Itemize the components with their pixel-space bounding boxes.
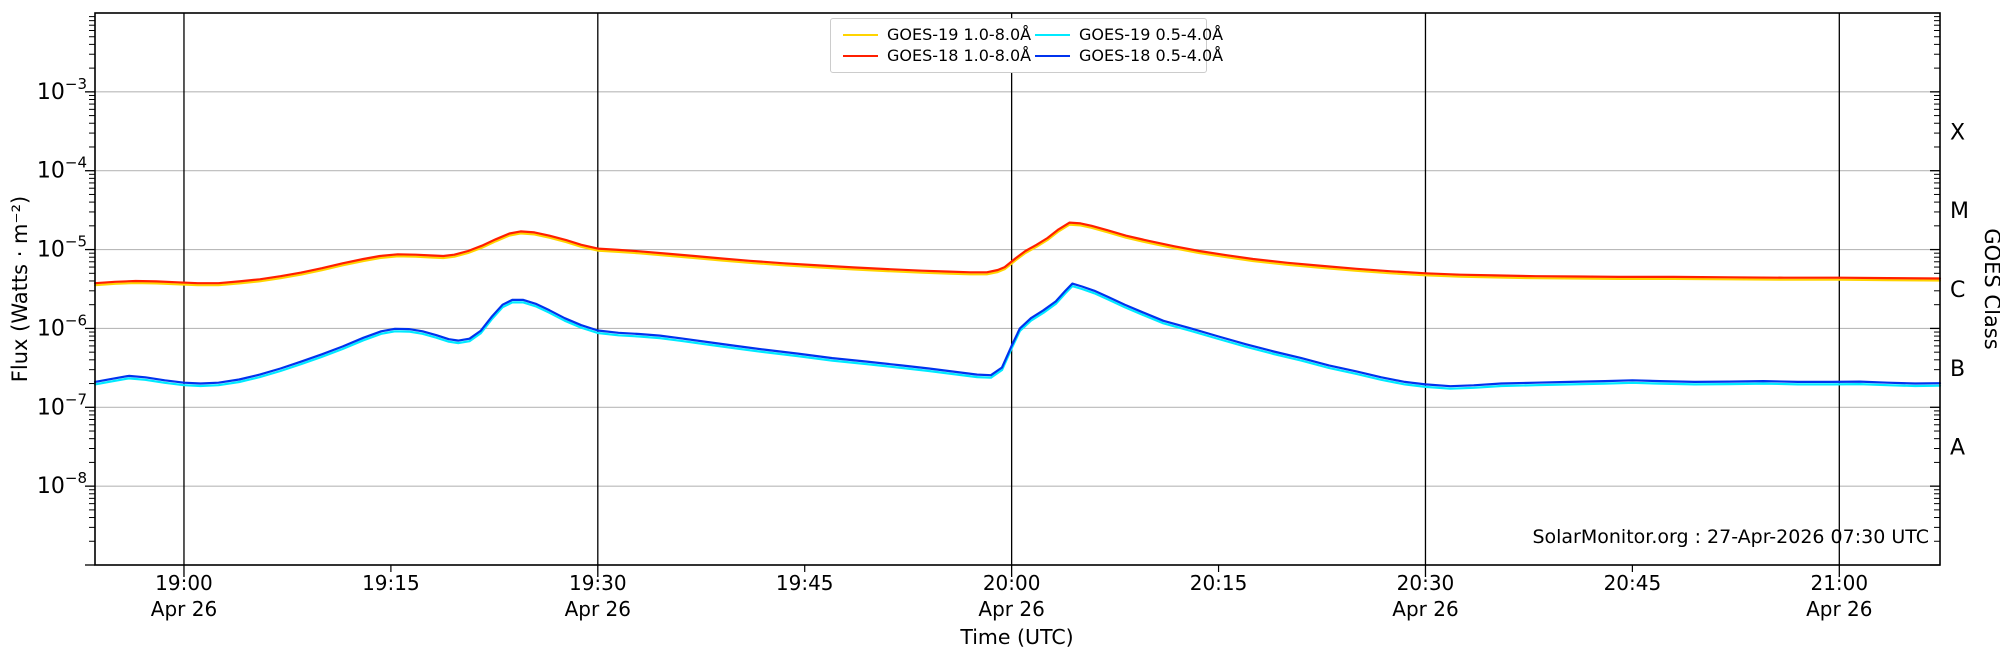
- goes18-long-line-swatch: [843, 55, 878, 58]
- x-tick-date-label: Apr 26: [151, 597, 217, 621]
- x-tick-label: 19:15: [362, 571, 420, 595]
- y-tick-label: 10−5: [37, 233, 87, 263]
- y-tick-label: 10−6: [37, 311, 87, 341]
- goes18-short-line-swatch: [1035, 55, 1070, 58]
- x-tick-label: 21:00: [1810, 571, 1868, 595]
- x-tick-date-label: Apr 26: [1806, 597, 1872, 621]
- tick-layer: [85, 16, 1940, 577]
- goes-class-label: M: [1950, 199, 1969, 224]
- legend-label: GOES-18 1.0-8.0Å: [887, 46, 1032, 66]
- grid-layer: [95, 13, 1940, 565]
- series-layer: [93, 221, 1942, 390]
- x-tick-label: 19:30: [569, 571, 627, 595]
- x-tick-label: 20:00: [983, 571, 1041, 595]
- legend-item-goes19-short: GOES-19 0.5-4.0Å: [1035, 24, 1224, 44]
- series-line-goes-18-0-5-4-0-: [93, 282, 1942, 388]
- plot-border: [94, 12, 1941, 566]
- series-line-goes-18-1-0-8-0-: [93, 221, 1942, 285]
- legend-label: GOES-19 1.0-8.0Å: [887, 24, 1032, 44]
- y-tick-label: 10−3: [37, 75, 87, 105]
- x-tick-label: 20:30: [1397, 571, 1455, 595]
- legend-item-goes18-short: GOES-18 0.5-4.0Å: [1035, 48, 1223, 64]
- x-tick-date-label: Apr 26: [565, 597, 631, 621]
- legend-label: GOES-19 0.5-4.0Å: [1079, 24, 1224, 44]
- y-axis-title: Flux (Watts · m⁻²): [8, 196, 32, 382]
- series-line-goes-19-1-0-8-0-: [93, 223, 1942, 287]
- x-tick-date-label: Apr 26: [978, 597, 1044, 621]
- y-tick-label: 10−7: [37, 390, 87, 420]
- goes-class-label: C: [1950, 278, 1965, 303]
- goes-class-label: X: [1950, 120, 1965, 145]
- watermark-text: SolarMonitor.org : 27-Apr-2026 07:30 UTC: [1532, 526, 1929, 548]
- legend-item-goes18-long: GOES-18 1.0-8.0Å: [843, 48, 1035, 64]
- goes19-long-line-swatch: [843, 33, 878, 36]
- x-tick-label: 19:00: [155, 571, 213, 595]
- y-tick-label: 10−8: [37, 469, 87, 499]
- legend-box: GOES-19 1.0-8.0Å GOES-18 1.0-8.0Å GOES-1…: [830, 18, 1223, 73]
- legend-item-goes19-long: GOES-19 1.0-8.0Å: [843, 24, 1035, 44]
- x-axis-title: Time (UTC): [959, 625, 1073, 649]
- y-tick-label: 10−4: [37, 154, 87, 184]
- legend-label: GOES-18 0.5-4.0Å: [1079, 46, 1224, 66]
- x-tick-label: 20:15: [1190, 571, 1248, 595]
- goes-class-label: B: [1950, 357, 1965, 382]
- series-line-goes-19-0-5-4-0-: [93, 285, 1942, 390]
- goes19-short-line-swatch: [1035, 33, 1070, 36]
- x-tick-date-label: Apr 26: [1392, 597, 1458, 621]
- x-tick-label: 19:45: [776, 571, 834, 595]
- goes-class-label: A: [1950, 436, 1965, 461]
- right-axis-title: GOES Class: [1980, 228, 2000, 349]
- x-tick-label: 20:45: [1604, 571, 1662, 595]
